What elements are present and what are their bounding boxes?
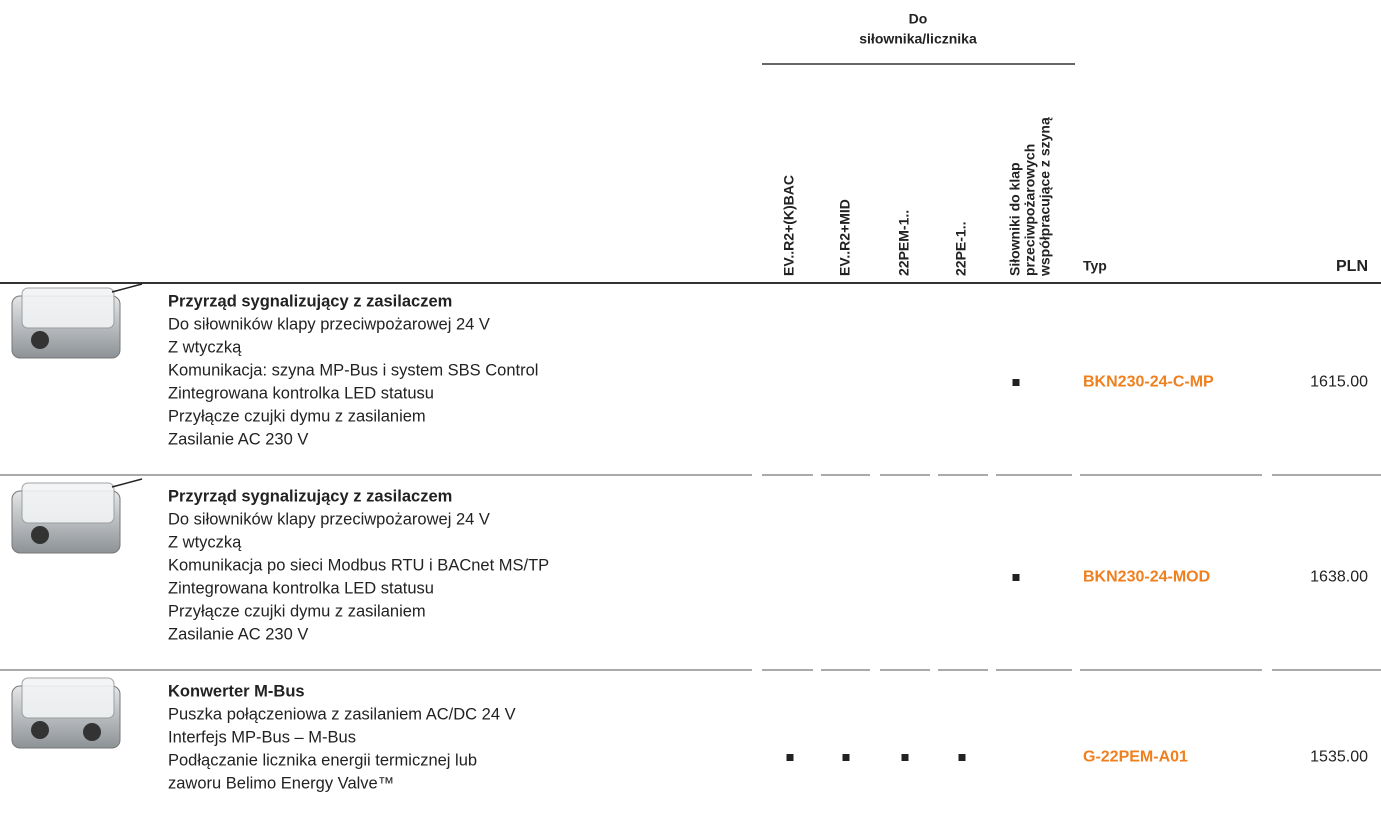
compatibility-mark xyxy=(901,754,909,761)
image-lid xyxy=(21,482,115,524)
product-description: Przyłącze czujki dymu z zasilaniem xyxy=(168,407,426,425)
price-header: PLN xyxy=(1336,258,1368,275)
product-price: 1615.00 xyxy=(1310,374,1368,391)
product-title: Konwerter M-Bus xyxy=(168,682,305,700)
product-description: Komunikacja po sieci Modbus RTU i BACnet… xyxy=(168,556,549,574)
product-image xyxy=(11,283,143,359)
product-description: Zasilanie AC 230 V xyxy=(168,430,308,448)
column-header: 22PE-1.. xyxy=(953,222,969,276)
product-description: Zasilanie AC 230 V xyxy=(168,625,308,643)
column-header: EV..R2+MID xyxy=(837,199,853,276)
compatibility-mark xyxy=(786,754,794,761)
product-price: 1638.00 xyxy=(1310,569,1368,586)
group-header: siłownika/licznika xyxy=(859,31,977,47)
product-price: 1535.00 xyxy=(1310,749,1368,766)
product-description: Zintegrowana kontrolka LED statusu xyxy=(168,384,434,402)
product-description: Komunikacja: szyna MP-Bus i system SBS C… xyxy=(168,361,538,379)
column-header: współpracujące z szyną xyxy=(1037,117,1053,277)
compatibility-mark xyxy=(1012,379,1020,386)
product-type: BKN230-24-MOD xyxy=(1083,569,1210,586)
compatibility-mark xyxy=(842,754,850,761)
product-title: Przyrząd sygnalizujący z zasilaczem xyxy=(168,487,452,505)
column-header: EV..R2+(K)BAC xyxy=(781,175,797,276)
image-port xyxy=(31,331,49,349)
column-header: Siłowniki do klap xyxy=(1007,162,1023,276)
product-image xyxy=(11,478,143,554)
product-description: Z wtyczką xyxy=(168,338,242,356)
product-description: Puszka połączeniowa z zasilaniem AC/DC 2… xyxy=(168,705,516,723)
image-lid xyxy=(21,677,115,719)
image-cable xyxy=(111,283,143,293)
compatibility-mark xyxy=(958,754,966,761)
product-type: G-22PEM-A01 xyxy=(1083,749,1188,766)
product-description: Przyłącze czujki dymu z zasilaniem xyxy=(168,602,426,620)
image-lid xyxy=(21,287,115,329)
product-description: Do siłowników klapy przeciwpożarowej 24 … xyxy=(168,315,490,333)
product-description: zaworu Belimo Energy Valve™ xyxy=(168,774,394,792)
group-header: Do xyxy=(909,11,928,27)
type-header: Typ xyxy=(1083,258,1107,274)
compatibility-mark xyxy=(1012,574,1020,581)
image-port xyxy=(31,721,49,739)
image-cable xyxy=(111,478,143,488)
product-description: Do siłowników klapy przeciwpożarowej 24 … xyxy=(168,510,490,528)
image-port xyxy=(31,526,49,544)
product-image xyxy=(11,677,121,749)
product-description: Interfejs MP-Bus – M-Bus xyxy=(168,728,356,746)
product-description: Podłączanie licznika energii termicznej … xyxy=(168,751,477,769)
product-type: BKN230-24-C-MP xyxy=(1083,374,1214,391)
product-description: Zintegrowana kontrolka LED statusu xyxy=(168,579,434,597)
column-header: przeciwpożarowych xyxy=(1022,144,1038,276)
product-title: Przyrząd sygnalizujący z zasilaczem xyxy=(168,292,452,310)
image-port xyxy=(83,723,101,741)
column-header: 22PEM-1.. xyxy=(896,210,912,276)
product-description: Z wtyczką xyxy=(168,533,242,551)
